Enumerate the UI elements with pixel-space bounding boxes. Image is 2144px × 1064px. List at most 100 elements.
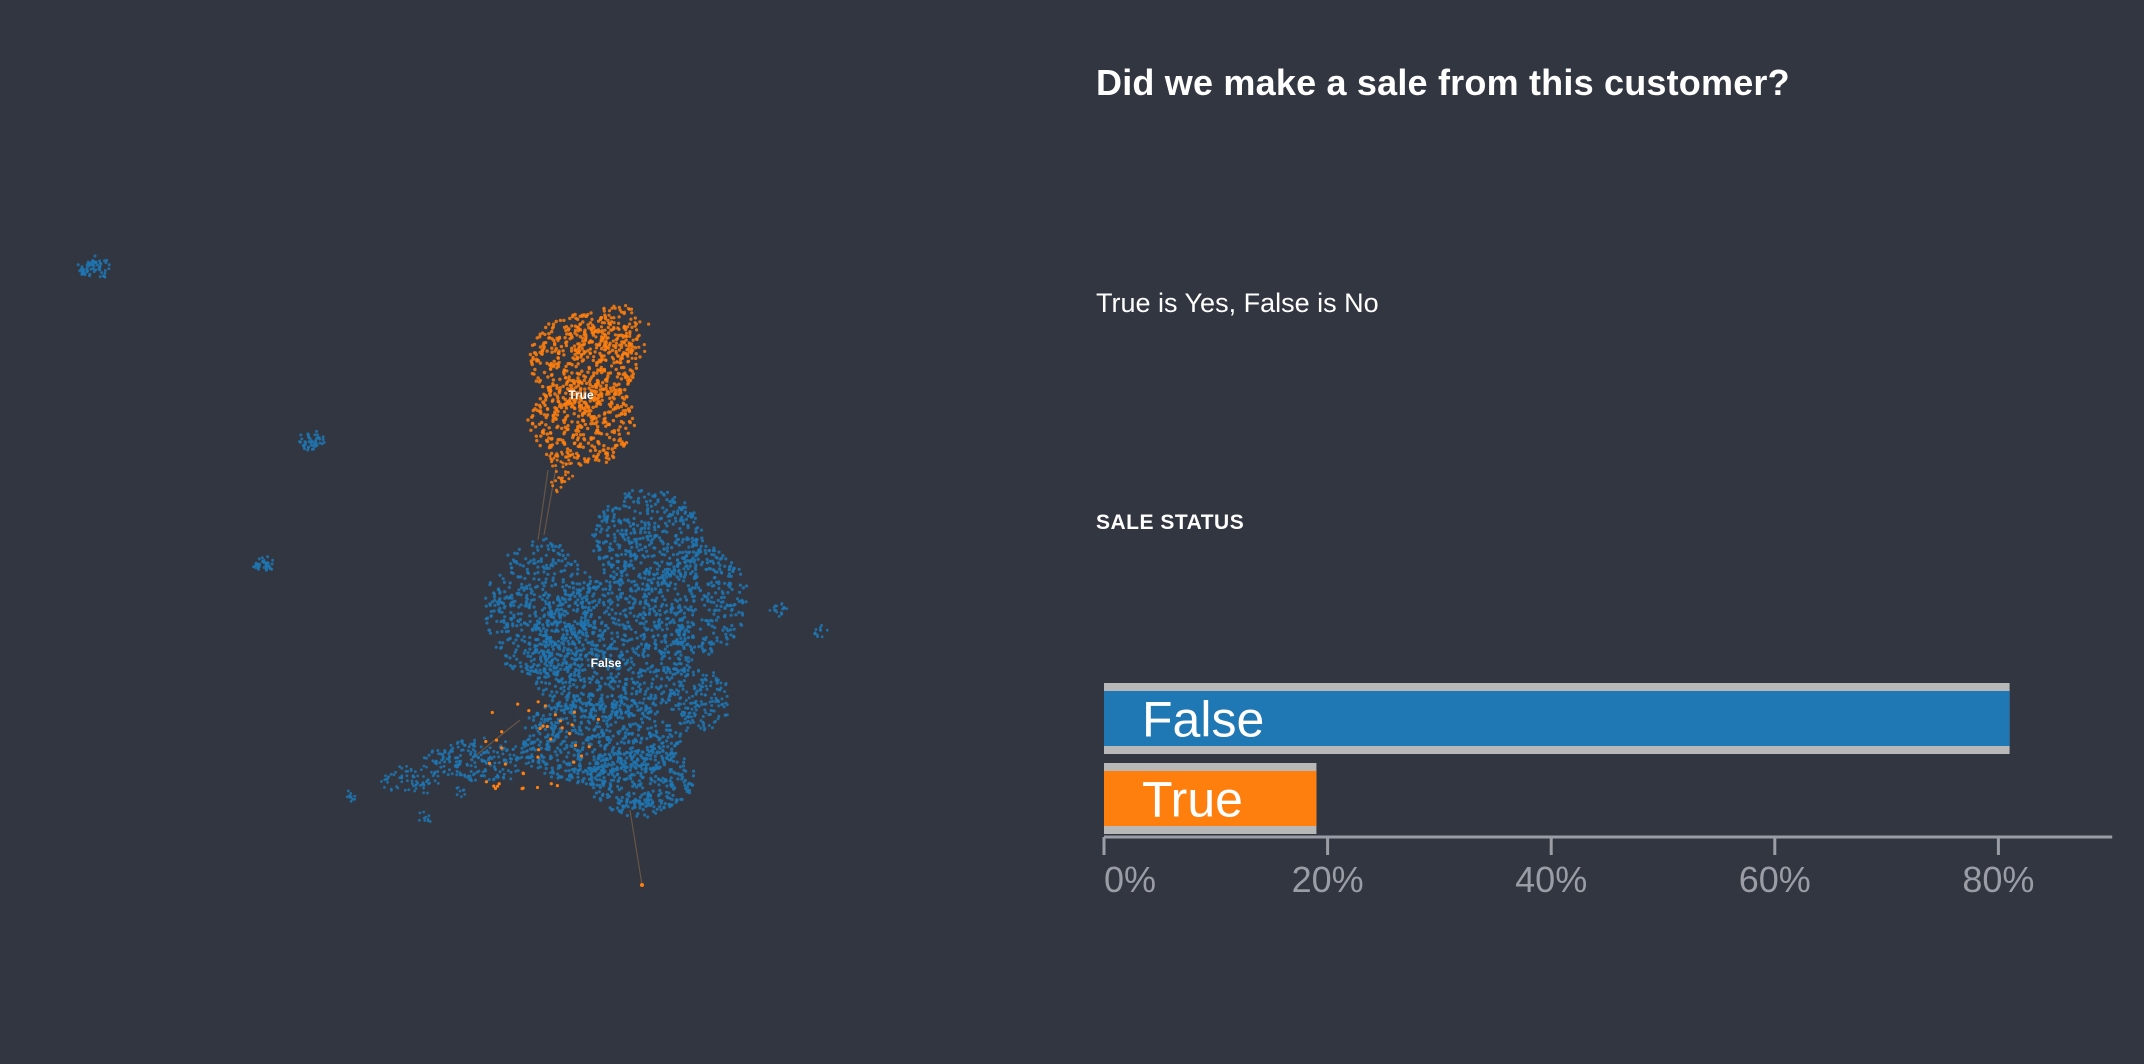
graph-node [649, 776, 653, 780]
graph-node [587, 766, 591, 770]
graph-node [571, 313, 575, 317]
graph-node [98, 259, 101, 263]
graph-node [538, 732, 542, 736]
graph-node [602, 332, 607, 337]
graph-node [635, 337, 639, 341]
graph-node [530, 747, 534, 751]
graph-node [610, 790, 614, 794]
graph-node [353, 797, 357, 801]
bar-false[interactable]: False [1104, 683, 2010, 754]
graph-node [604, 555, 608, 559]
graph-node [436, 774, 440, 778]
graph-node [526, 623, 530, 627]
graph-node [530, 669, 534, 673]
graph-node [576, 454, 580, 458]
graph-node [531, 718, 536, 722]
graph-node [599, 582, 603, 586]
graph-node [460, 795, 463, 798]
graph-node [692, 687, 696, 691]
graph-node [677, 506, 682, 510]
graph-node [710, 704, 714, 707]
graph-node [550, 690, 554, 694]
graph-node [662, 763, 667, 767]
graph-node [583, 614, 588, 618]
graph-node [583, 339, 587, 343]
graph-node [450, 772, 454, 776]
graph-node [654, 763, 658, 767]
graph-node [664, 751, 669, 755]
graph-node [639, 561, 643, 565]
graph-node [588, 575, 592, 579]
graph-node [576, 631, 581, 635]
graph-node [604, 609, 609, 613]
graph-node [530, 755, 534, 759]
graph-node [618, 507, 622, 511]
graph-node [670, 797, 674, 802]
graph-node [692, 520, 696, 524]
graph-node [523, 604, 527, 608]
graph-node [591, 716, 595, 720]
graph-node [620, 700, 624, 704]
graph-node [271, 558, 275, 562]
graph-node [700, 644, 704, 648]
graph-node [573, 662, 577, 666]
graph-node [539, 629, 543, 633]
false-core [522, 578, 697, 721]
graph-node [594, 532, 598, 537]
graph-node [539, 659, 543, 664]
graph-node [496, 773, 499, 777]
graph-node [556, 364, 561, 369]
graph-node [593, 599, 597, 603]
graph-node [667, 519, 671, 523]
false-lobe-right [653, 544, 749, 656]
graph-node [660, 582, 664, 586]
graph-node [542, 413, 547, 417]
graph-node [691, 694, 695, 698]
graph-node [556, 639, 561, 643]
graph-node [692, 560, 696, 564]
graph-node [425, 765, 428, 769]
graph-node [735, 597, 740, 601]
graph-node [682, 669, 686, 673]
graph-node [587, 624, 591, 628]
graph-node [311, 444, 315, 448]
graph-node [406, 779, 409, 783]
graph-node [549, 775, 554, 779]
graph-node [560, 559, 564, 563]
graph-node [545, 724, 549, 729]
graph-node [707, 608, 711, 612]
graph-node [607, 658, 611, 662]
graph-node [535, 619, 540, 623]
graph-node [572, 392, 576, 397]
graph-node [548, 367, 553, 371]
graph-node [669, 643, 673, 647]
graph-node [600, 763, 604, 768]
graph-node [632, 614, 636, 618]
graph-node [646, 687, 650, 691]
graph-node [691, 613, 695, 617]
graph-node [588, 703, 593, 707]
graph-node [524, 557, 528, 561]
graph-node [505, 749, 509, 753]
graph-node [674, 731, 678, 735]
graph-node [566, 561, 570, 565]
graph-node [704, 544, 708, 549]
graph-node [598, 628, 602, 633]
graph-node [523, 576, 527, 581]
graph-node [547, 322, 551, 326]
graph-node [693, 608, 698, 612]
graph-node [605, 528, 609, 532]
graph-node [600, 676, 604, 680]
graph-node [547, 336, 551, 340]
graph-node [723, 581, 727, 585]
graph-node [426, 818, 430, 821]
graph-node [719, 570, 723, 574]
graph-node [542, 584, 546, 588]
graph-node [566, 328, 570, 332]
graph-node [565, 743, 569, 747]
graph-node [590, 769, 594, 773]
graph-node [612, 532, 617, 537]
bar-true[interactable]: True [1104, 763, 1317, 834]
graph-node [554, 544, 558, 549]
